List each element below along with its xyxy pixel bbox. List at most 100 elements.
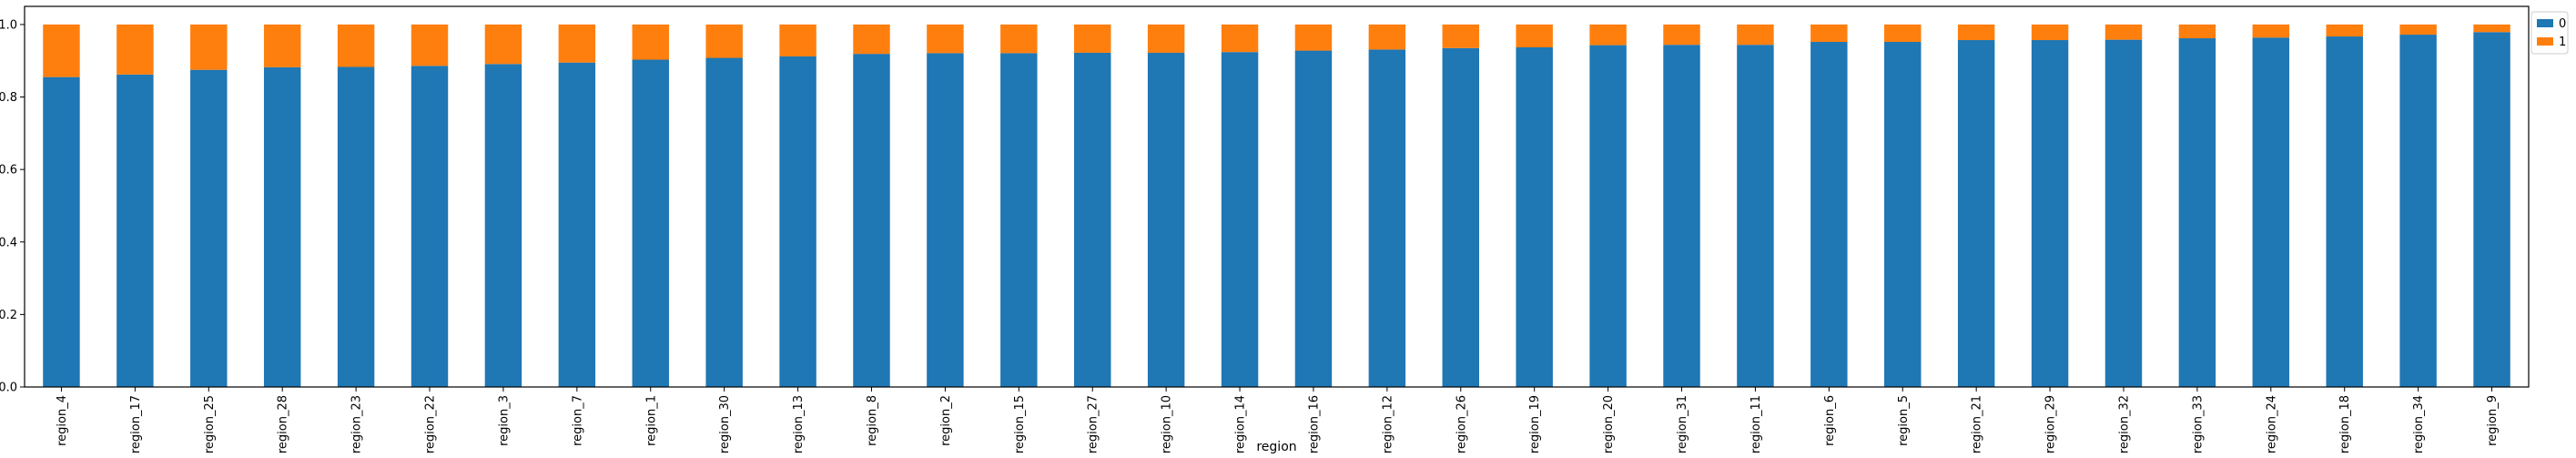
- x-tick-label: region_9: [2486, 395, 2500, 446]
- bar-region_12-series-0: [1368, 49, 1406, 388]
- bar-region_20-series-0: [1589, 45, 1627, 387]
- bar-region_2-series-0: [927, 53, 964, 388]
- bar-region_26-series-1: [1442, 24, 1480, 48]
- plot-frame: [24, 5, 2530, 388]
- y-tick-label: 0.4: [0, 236, 17, 249]
- legend: 01: [2530, 11, 2569, 55]
- bar-region_27-series-1: [1073, 24, 1111, 53]
- y-tick-label: 0.2: [0, 309, 17, 322]
- x-tick-label: region_32: [2117, 395, 2131, 453]
- bar-region_15-series-0: [1000, 53, 1038, 388]
- bar-region_9-series-1: [2473, 24, 2510, 33]
- x-tick-label: region_7: [571, 395, 584, 446]
- x-tick-label: region_5: [1897, 395, 1911, 446]
- bar-region_12-series-1: [1368, 24, 1406, 50]
- bar-region_10-series-0: [1147, 52, 1185, 388]
- x-tick-label: region_25: [203, 395, 217, 453]
- bar-region_25-series-0: [190, 69, 228, 388]
- y-tick-label: 0.0: [0, 382, 17, 395]
- bar-region_29-series-0: [2031, 40, 2069, 387]
- bar-region_15-series-1: [1000, 24, 1038, 54]
- x-tick-label: region_13: [792, 395, 806, 453]
- bar-region_19-series-1: [1516, 24, 1553, 47]
- bar-region_5-series-0: [1884, 42, 1922, 387]
- bar-region_21-series-0: [1957, 40, 1995, 387]
- x-tick-label: region_23: [350, 395, 364, 453]
- bar-region_24-series-1: [2252, 24, 2290, 38]
- bar-region_33-series-1: [2178, 24, 2216, 39]
- bar-region_28-series-1: [263, 24, 301, 67]
- bar-region_29-series-1: [2031, 24, 2069, 41]
- x-tick-label: region_10: [1161, 395, 1174, 453]
- y-tick-label: 0.8: [0, 91, 17, 105]
- bar-region_6-series-1: [1810, 24, 1848, 43]
- x-tick-label: region_18: [2338, 395, 2352, 453]
- bar-region_24-series-0: [2252, 37, 2290, 387]
- x-tick-label: region_24: [2265, 395, 2278, 453]
- bar-region_26-series-0: [1442, 47, 1480, 388]
- bar-region_32-series-0: [2104, 39, 2143, 388]
- bar-region_18-series-1: [2326, 24, 2363, 37]
- bar-region_20-series-1: [1589, 24, 1627, 46]
- bar-region_33-series-0: [2178, 38, 2216, 387]
- x-tick-label: region_16: [1307, 395, 1321, 453]
- y-tick-label: 1.0: [0, 18, 17, 32]
- x-axis: region_4 region_17 region_25 region_28 regio…: [56, 387, 2500, 453]
- bar-region_7-series-1: [558, 24, 596, 63]
- x-tick-label: region_28: [277, 395, 290, 453]
- x-tick-label: region_27: [1087, 395, 1100, 453]
- x-tick-label: region_30: [718, 395, 732, 453]
- bar-region_34-series-1: [2399, 24, 2437, 36]
- bar-region_25-series-1: [190, 24, 228, 70]
- x-tick-label: region_31: [1676, 395, 1689, 453]
- bar-region_30-series-0: [705, 57, 743, 388]
- bar-region_10-series-1: [1147, 24, 1185, 53]
- bar-region_13-series-0: [779, 56, 816, 388]
- bar-region_23-series-0: [337, 66, 375, 387]
- bar-region_5-series-1: [1884, 24, 1922, 43]
- bar-region_32-series-1: [2104, 24, 2143, 40]
- x-tick-label: region_34: [2412, 395, 2426, 453]
- bar-region_8-series-1: [853, 24, 890, 55]
- legend-swatch-1: [2537, 37, 2553, 46]
- bar-region_19-series-0: [1516, 46, 1553, 387]
- bar-region_14-series-0: [1221, 52, 1259, 387]
- x-tick-label: region_19: [1528, 395, 1542, 453]
- x-tick-label: region_8: [866, 395, 879, 446]
- bar-region_11-series-0: [1737, 45, 1774, 388]
- bar-region_16-series-0: [1294, 50, 1333, 387]
- bar-region_21-series-1: [1957, 24, 1995, 41]
- bar-region_23-series-1: [337, 24, 375, 67]
- bar-region_31-series-1: [1663, 24, 1700, 46]
- bar-region_30-series-1: [705, 24, 743, 58]
- x-tick-label: region_29: [2044, 395, 2058, 453]
- bar-region_2-series-1: [927, 24, 964, 54]
- bar-region_16-series-1: [1294, 24, 1333, 51]
- bars-layer: [43, 24, 2510, 388]
- bar-region_3-series-0: [484, 64, 522, 387]
- x-tick-label: region_26: [1455, 395, 1468, 453]
- bar-region_8-series-0: [853, 54, 890, 387]
- x-tick-label: region_11: [1749, 395, 1763, 453]
- bar-region_22-series-0: [411, 66, 449, 387]
- bar-region_22-series-1: [411, 24, 449, 66]
- x-tick-label: region_20: [1602, 395, 1616, 453]
- x-tick-label: region_33: [2191, 395, 2205, 453]
- x-tick-label: region_3: [497, 395, 511, 446]
- bar-region_27-series-0: [1073, 52, 1111, 388]
- bar-region_1-series-1: [632, 24, 669, 60]
- bar-region_18-series-0: [2326, 36, 2363, 388]
- bar-region_34-series-0: [2399, 35, 2437, 388]
- bar-region_13-series-1: [779, 24, 816, 56]
- bar-region_6-series-0: [1810, 42, 1848, 387]
- x-tick-label: region_17: [129, 395, 143, 453]
- x-tick-label: region_1: [644, 395, 658, 446]
- y-axis: 0.0 0.2 0.4 0.6 0.8 1.0: [0, 18, 25, 395]
- x-tick-label: region_21: [1971, 395, 1984, 453]
- bar-region_4-series-0: [43, 76, 80, 387]
- x-tick-label: region_15: [1013, 395, 1027, 453]
- bar-region_14-series-1: [1221, 24, 1259, 53]
- legend-swatch-0: [2537, 19, 2553, 27]
- bar-region_1-series-0: [632, 59, 669, 388]
